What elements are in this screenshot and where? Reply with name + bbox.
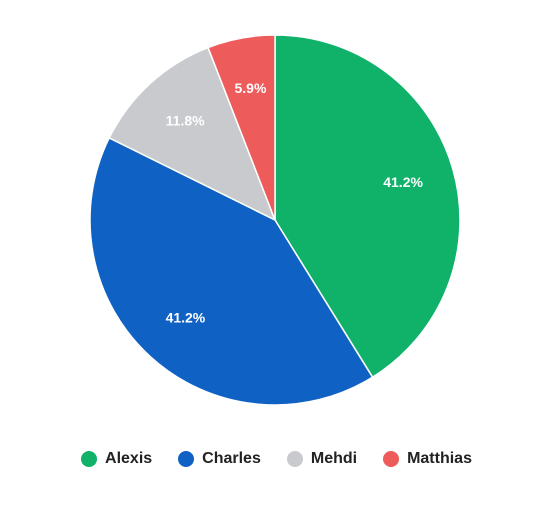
data-label-matthias: 5.9% bbox=[235, 80, 267, 96]
pie-slice-mehdi bbox=[108, 46, 277, 222]
data-label-alexis: 41.2% bbox=[383, 174, 423, 190]
legend-item-alexis[interactable]: Alexis bbox=[81, 450, 152, 468]
legend-item-matthias[interactable]: Matthias bbox=[383, 450, 472, 468]
legend-swatch-mehdi bbox=[286, 451, 303, 467]
legend: Alexis Charles Mehdi Matthias bbox=[0, 450, 553, 468]
pie-slice-charles bbox=[89, 136, 374, 406]
pie-slice-matthias bbox=[207, 34, 276, 221]
data-label-mehdi: 11.8% bbox=[166, 112, 205, 128]
legend-label-charles: Charles bbox=[202, 450, 261, 467]
legend-label-matthias: Matthias bbox=[407, 450, 472, 467]
legend-label-alexis: Alexis bbox=[105, 450, 153, 467]
pie-svg: 41.2% 41.2% 11.8% 5.9% bbox=[89, 34, 461, 406]
legend-label-mehdi: Mehdi bbox=[310, 450, 358, 467]
data-label-charles: 41.2% bbox=[166, 309, 206, 325]
legend-swatch-matthias bbox=[383, 451, 400, 467]
legend-swatch-alexis bbox=[81, 451, 98, 467]
legend-swatch-charles bbox=[178, 451, 195, 467]
legend-item-charles[interactable]: Charles bbox=[178, 450, 261, 468]
pie-slice-alexis bbox=[274, 34, 461, 379]
legend-item-mehdi[interactable]: Mehdi bbox=[286, 450, 358, 468]
